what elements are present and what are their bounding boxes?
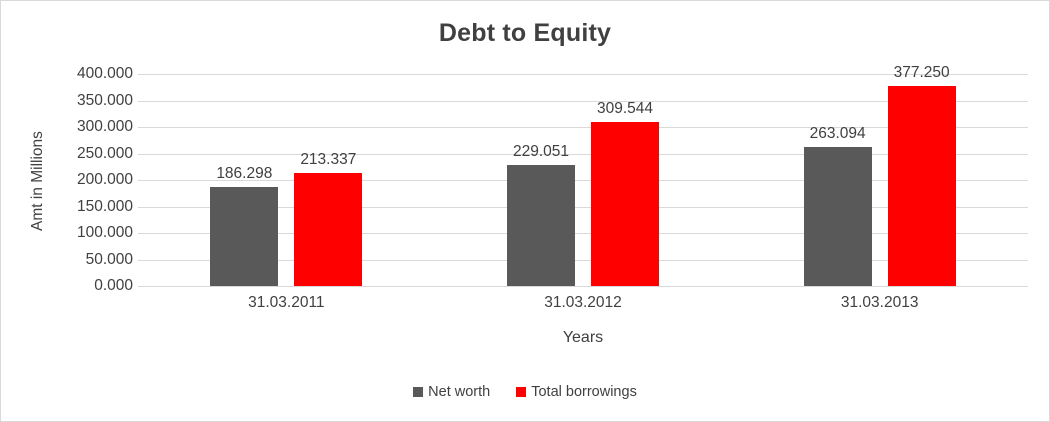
y-axis-tick-label: 100.000 xyxy=(76,224,133,241)
gridline xyxy=(138,180,1028,181)
x-axis-category-label: 31.03.2013 xyxy=(840,294,919,311)
data-label: 229.051 xyxy=(512,142,570,160)
legend-swatch-icon xyxy=(516,387,527,397)
y-axis-tick-label: 50.000 xyxy=(85,250,133,268)
x-axis-category-label: 31.03.2012 xyxy=(544,294,622,311)
data-labels-layer: 186.298 213.337 229.051 309.544 263.094 377.2… xyxy=(138,1,1028,421)
gridline xyxy=(138,259,1028,261)
data-label: 213.337 xyxy=(300,150,357,168)
bars-layer xyxy=(138,74,1028,286)
x-axis-category-label: 31.03.2011 xyxy=(248,294,325,311)
data-label: 186.298 xyxy=(216,165,273,183)
gridline xyxy=(138,233,1028,234)
y-axis-tick-label: 250.000 xyxy=(76,144,133,162)
chart-title: Debt to Equity xyxy=(438,19,612,47)
y-axis-tick-label: 400.000 xyxy=(76,65,133,82)
bar-net-worth-31.03.2012[interactable] xyxy=(507,164,575,286)
bar-total-borrowings-31.03.2012[interactable] xyxy=(591,121,659,286)
y-axis-tick-label: 300.000 xyxy=(76,118,133,135)
legend-label: Net worth xyxy=(428,384,491,400)
x-axis-title: Years xyxy=(562,329,604,346)
y-axis-tick-label: 0.000 xyxy=(94,277,133,294)
chart-legend: Net worth Total borrowings xyxy=(1,384,1049,400)
data-label: 377.250 xyxy=(893,64,950,82)
gridline xyxy=(138,74,1028,75)
bar-net-worth-31.03.2013[interactable] xyxy=(803,146,872,286)
y-axis-title: Amt in Millions xyxy=(29,131,46,231)
x-axis-category-labels: 31.03.2011 31.03.2012 31.03.2013 xyxy=(138,294,1028,318)
y-axis-tick-label: 150.000 xyxy=(76,197,133,215)
y-axis-tick-label: 200.000 xyxy=(76,171,133,188)
data-label: 263.094 xyxy=(809,124,866,142)
bar-total-borrowings-31.03.2011[interactable] xyxy=(294,172,363,286)
data-label: 309.544 xyxy=(596,99,654,117)
gridline xyxy=(138,127,1028,128)
legend-swatch-icon xyxy=(413,387,424,397)
y-axis-tick-label: 350.000 xyxy=(76,91,133,109)
gridline xyxy=(138,206,1028,208)
legend-item-net-worth[interactable]: Net worth xyxy=(413,384,490,400)
y-axis-tick-labels: 400.000 350.000 300.000 250.000 200.000 150.0… xyxy=(51,1,133,421)
bar-net-worth-31.03.2011[interactable] xyxy=(210,187,279,286)
legend-label: Total borrowings xyxy=(531,384,637,400)
gridline xyxy=(138,153,1028,155)
legend-item-total-borrowings[interactable]: Total borrowings xyxy=(516,384,637,400)
bar-total-borrowings-31.03.2013[interactable] xyxy=(887,86,956,286)
gridline xyxy=(138,100,1028,102)
gridline xyxy=(138,286,1028,287)
plot-area xyxy=(138,74,1028,287)
